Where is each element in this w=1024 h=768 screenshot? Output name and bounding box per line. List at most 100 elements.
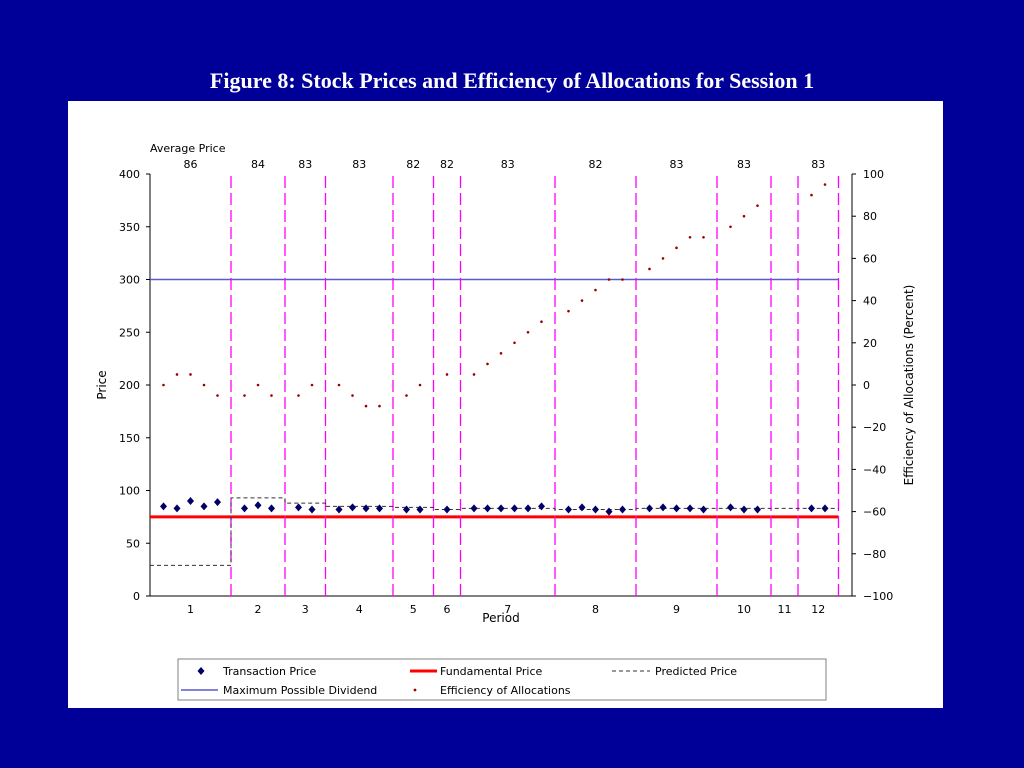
efficiency-point — [405, 394, 408, 397]
transaction-price-point — [200, 502, 208, 511]
efficiency-point — [567, 309, 570, 313]
efficiency-point — [297, 394, 300, 397]
transaction-price-point — [754, 505, 761, 514]
transaction-price-point — [659, 503, 667, 512]
legend-label-transaction-price: Transaction Price — [222, 665, 316, 678]
y2-tick-label: −80 — [863, 548, 886, 561]
y-tick-label: 250 — [119, 326, 140, 339]
transaction-price-point — [403, 505, 410, 514]
efficiency-point — [513, 341, 516, 345]
y2-tick-label: −60 — [863, 506, 886, 519]
transaction-price-point — [740, 505, 748, 514]
transaction-price-point — [821, 504, 829, 513]
transaction-price-point — [173, 504, 181, 513]
average-price-value: 84 — [251, 158, 265, 171]
period-label: 11 — [778, 603, 792, 616]
legend-label-fundamental-price: Fundamental Price — [440, 665, 543, 678]
efficiency-point — [445, 373, 449, 376]
figure-title: Figure 8: Stock Prices and Efficiency of… — [209, 68, 815, 93]
series-lines — [150, 176, 840, 596]
period-labels: 1 86 2 84 3 83 4 83 5 82 6 82 7 83 8 82 9 83 10 83 11 12 83 — [184, 158, 826, 616]
axes — [149, 174, 853, 597]
efficiency-point — [540, 320, 543, 323]
average-price-value: 86 — [184, 158, 198, 171]
efficiency-point — [580, 299, 584, 302]
efficiency-point — [486, 362, 489, 366]
transaction-price-point — [565, 505, 572, 514]
average-price-value: 82 — [589, 158, 603, 171]
y-tick-label: 200 — [119, 379, 140, 392]
efficiency-point — [175, 373, 179, 376]
y2-tick-label: 60 — [863, 252, 877, 265]
period-label: 8 — [592, 603, 599, 616]
efficiency-point — [756, 204, 759, 207]
y-tick-label: 300 — [119, 274, 140, 287]
y2-tick-label: −40 — [863, 463, 886, 476]
transaction-price-point — [187, 497, 194, 506]
legend-label-predicted-price: Predicted Price — [655, 665, 737, 678]
series-marks — [160, 183, 829, 516]
y-tick-label: 0 — [133, 590, 140, 603]
chart-svg: 050100150200250300350400−100−80−60−40−20… — [95, 142, 916, 701]
y-tick-label: 150 — [119, 432, 140, 445]
average-price-value: 83 — [298, 158, 312, 171]
transaction-price-point — [416, 505, 424, 514]
transaction-price-point — [605, 507, 613, 516]
transaction-price-point — [511, 504, 518, 513]
efficiency-point — [607, 278, 611, 281]
efficiency-point — [688, 236, 692, 239]
y2-tick-label: −100 — [863, 590, 893, 603]
y2-tick-label: 80 — [863, 210, 877, 223]
y-tick-label: 50 — [126, 537, 140, 550]
efficiency-point — [364, 404, 368, 408]
transaction-price-point — [268, 504, 275, 513]
average-price-value: 83 — [737, 158, 751, 171]
period-label: 6 — [444, 603, 451, 616]
y2-tick-label: 0 — [863, 379, 870, 392]
efficiency-point — [472, 373, 476, 376]
transaction-price-point — [295, 503, 302, 512]
transaction-price-point — [727, 503, 734, 512]
axis-ticks: 050100150200250300350400−100−80−60−40−20… — [119, 168, 893, 603]
period-label: 5 — [410, 603, 417, 616]
legend: Transaction Price Fundamental Price Pred… — [177, 658, 827, 701]
period-label: 10 — [737, 603, 751, 616]
efficiency-point — [189, 373, 192, 376]
efficiency-point — [378, 404, 381, 408]
period-label: 3 — [302, 603, 309, 616]
y-tick-label: 400 — [119, 168, 140, 181]
efficiency-point — [702, 236, 705, 239]
average-price-value: 83 — [352, 158, 366, 171]
legend-box — [177, 658, 827, 701]
transaction-price-point — [214, 498, 221, 507]
average-price-value: 83 — [811, 158, 825, 171]
y2-tick-label: 40 — [863, 295, 877, 308]
legend-label-efficiency-of-allocations: Efficiency of Allocations — [440, 684, 571, 697]
transaction-price-point — [686, 504, 694, 513]
period-label: 9 — [673, 603, 680, 616]
average-price-heading: Average Price — [150, 142, 226, 155]
transaction-price-point — [308, 505, 316, 514]
efficiency-point — [823, 183, 827, 186]
efficiency-point — [256, 383, 260, 387]
transaction-price-point — [700, 505, 707, 514]
legend-diamond-icon — [197, 667, 205, 675]
transaction-price-point — [484, 504, 491, 513]
period-label: 4 — [356, 603, 363, 616]
efficiency-point — [243, 394, 246, 397]
efficiency-point — [310, 383, 314, 387]
y2-tick-label: −20 — [863, 421, 886, 434]
y2-axis-title: Efficiency of Allocations (Percent) — [902, 285, 916, 486]
efficiency-point — [675, 246, 678, 250]
y2-tick-label: 100 — [863, 168, 884, 181]
efficiency-point — [621, 278, 624, 281]
efficiency-point — [648, 267, 651, 271]
efficiency-point — [661, 257, 665, 260]
efficiency-point — [742, 214, 746, 218]
period-label: 12 — [811, 603, 825, 616]
transaction-price-point — [592, 505, 599, 514]
efficiency-point — [499, 352, 503, 355]
chart-panel: 0 50 100 150 200 250 300 350 400 −100 −80 −60 −40 −20… — [68, 101, 943, 708]
legend-dot-icon — [413, 688, 417, 692]
efficiency-point — [594, 288, 597, 292]
